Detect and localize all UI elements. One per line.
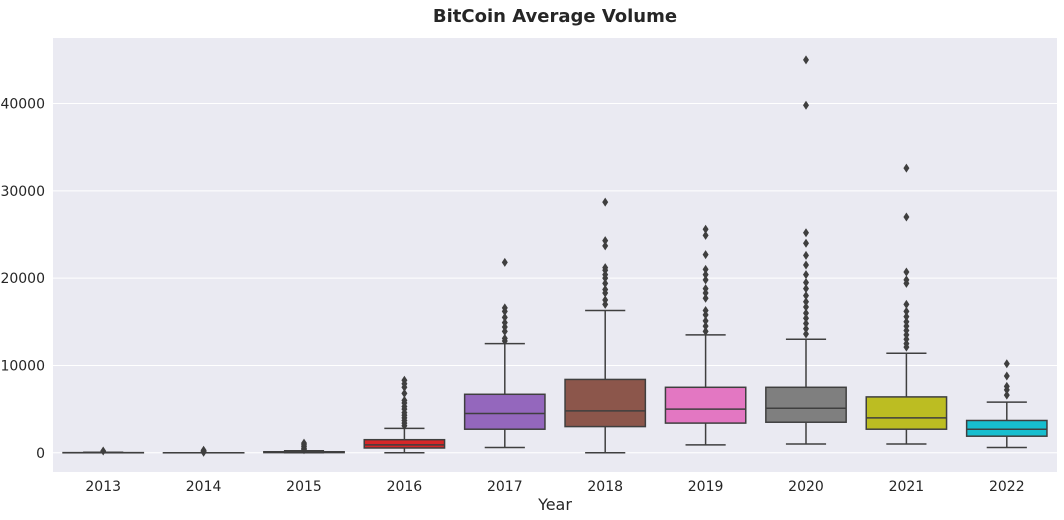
box-2013: [62, 446, 145, 456]
x-tick-label: 2019: [688, 479, 724, 495]
y-tick-label: 10000: [0, 358, 45, 374]
outlier-point: [702, 316, 709, 326]
outlier-point: [803, 250, 809, 260]
outlier-point: [803, 278, 809, 288]
outlier-point: [903, 267, 910, 277]
outlier-point: [200, 445, 207, 455]
box-2019: [664, 224, 747, 446]
outlier-point: [602, 284, 609, 294]
x-tick-label: 2022: [989, 479, 1025, 495]
x-tick-label: 2020: [788, 479, 824, 495]
outlier-point: [702, 250, 709, 260]
x-tick-label: 2018: [587, 479, 623, 495]
box-2017: [463, 257, 546, 449]
outlier-point: [903, 317, 910, 327]
x-tick-label: 2015: [286, 479, 322, 495]
iqr-box: [664, 386, 747, 424]
box-2021: [865, 163, 948, 445]
box-2014: [162, 445, 245, 457]
outlier-point: [803, 260, 809, 270]
outlier-point: [401, 375, 408, 385]
outlier-point: [702, 305, 709, 315]
outlier-point: [501, 303, 508, 313]
outlier-point: [501, 318, 508, 328]
outlier-point: [702, 284, 709, 294]
box-2020: [765, 55, 847, 445]
outlier-point: [803, 284, 809, 294]
outlier-point: [501, 257, 508, 267]
outlier-point: [903, 163, 910, 173]
boxes: [62, 55, 1048, 457]
outlier-point: [602, 197, 609, 207]
outlier-point: [803, 228, 809, 238]
outlier-point: [1003, 390, 1010, 400]
chart-title: BitCoin Average Volume: [433, 6, 677, 27]
x-tick-label: 2021: [889, 479, 925, 495]
outlier-point: [803, 270, 809, 280]
iqr-box: [965, 419, 1048, 437]
outlier-point: [702, 270, 709, 280]
iqr-box: [564, 378, 647, 428]
outlier-point: [1003, 371, 1010, 381]
y-tick-label: 20000: [0, 271, 45, 287]
outlier-point: [100, 446, 107, 456]
outlier-point: [501, 333, 508, 343]
outlier-point: [1003, 359, 1010, 369]
outlier-point: [602, 236, 609, 246]
y-tick-label: 0: [36, 446, 45, 462]
outlier-point: [702, 230, 709, 240]
box-2016: [363, 375, 446, 454]
outlier-point: [1003, 381, 1010, 391]
iqr-box: [865, 396, 948, 430]
outlier-point: [401, 388, 408, 398]
outlier-point: [702, 293, 709, 303]
outlier-point: [702, 264, 709, 274]
outlier-point: [903, 306, 910, 316]
y-tick-label: 40000: [0, 96, 45, 112]
iqr-box: [363, 438, 446, 449]
outlier-point: [803, 319, 809, 329]
box-2018: [564, 197, 647, 454]
outlier-point: [602, 278, 609, 288]
outlier-point: [301, 438, 307, 448]
outlier-point: [803, 324, 809, 334]
outlier-point: [803, 329, 809, 339]
outlier-point: [903, 312, 910, 322]
box-2022: [965, 359, 1048, 449]
outlier-point: [702, 275, 709, 285]
outlier-point: [803, 297, 809, 307]
outlier-point: [602, 295, 609, 305]
outlier-point: [803, 100, 809, 110]
outlier-point: [803, 55, 809, 65]
outlier-point: [803, 308, 809, 318]
outlier-point: [803, 238, 809, 248]
outlier-point: [702, 326, 709, 336]
y-tick-labels: 0 10000 20000 30000 40000: [0, 96, 45, 461]
x-tick-label: 2017: [487, 479, 523, 495]
x-axis-label: Year: [537, 495, 572, 514]
outlier-point: [803, 313, 809, 323]
outlier-point: [401, 395, 408, 405]
outlier-point: [803, 302, 809, 312]
x-tick-label: 2013: [85, 479, 121, 495]
x-tick-label: 2014: [186, 479, 222, 495]
outlier-point: [903, 275, 910, 285]
outlier-point: [602, 263, 609, 273]
x-tick-labels: 2013 2014 2015 2016 2017 2018 2019 2020 2021 2022: [85, 479, 1024, 495]
iqr-box: [765, 386, 847, 423]
outlier-point: [803, 291, 809, 301]
y-tick-label: 30000: [0, 184, 45, 200]
outlier-point: [702, 321, 709, 331]
outlier-point: [602, 241, 609, 251]
iqr-box: [463, 393, 546, 430]
box-2015: [263, 438, 345, 455]
outlier-point: [702, 224, 709, 234]
outlier-point: [903, 212, 910, 222]
x-tick-label: 2016: [387, 479, 423, 495]
outlier-point: [903, 299, 910, 309]
outlier-point: [501, 312, 508, 322]
